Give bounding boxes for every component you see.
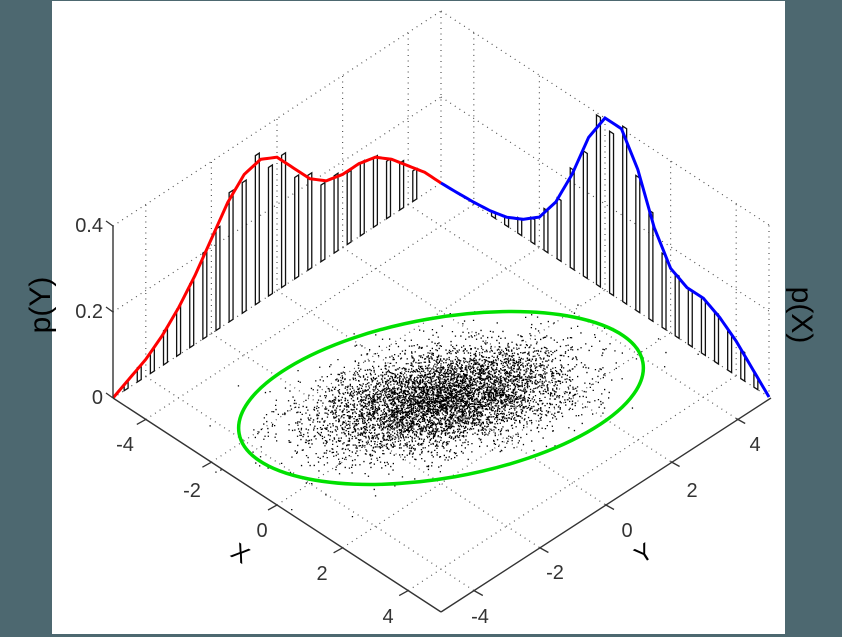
y-tick-label: 0 — [621, 520, 632, 542]
grid-lines — [112, 10, 770, 592]
y-tick-label: 4 — [749, 434, 760, 456]
p-y-curve — [111, 155, 442, 399]
x-tick-label: -2 — [183, 480, 201, 502]
p-y-label: p(Y) — [24, 277, 57, 334]
x-tick-label: 4 — [382, 606, 393, 628]
scatter-points — [209, 304, 699, 518]
p-x-label: p(X) — [785, 287, 818, 344]
confidence-ellipse — [236, 309, 646, 487]
z-tick-label: 0.4 — [75, 215, 103, 237]
y-axis-label: Y — [630, 538, 658, 569]
tick-labels: 0 0.2 0.4 -4 -2 0 2 4 -4 -2 0 2 4 — [75, 215, 760, 628]
y-tick-label: -4 — [471, 606, 489, 628]
axis-lines — [105, 220, 772, 613]
x-tick-label: 2 — [316, 563, 327, 585]
z-tick-label: 0 — [92, 387, 103, 409]
p-x-curve — [440, 116, 771, 398]
y-tick-label: -2 — [546, 562, 564, 584]
x-axis-label: X — [226, 538, 254, 569]
histogram-bars — [123, 113, 759, 392]
x-tick-label: -4 — [116, 434, 134, 456]
y-tick-label: 2 — [686, 480, 697, 502]
x-tick-label: 0 — [256, 520, 267, 542]
z-tick-label: 0.2 — [75, 301, 103, 323]
